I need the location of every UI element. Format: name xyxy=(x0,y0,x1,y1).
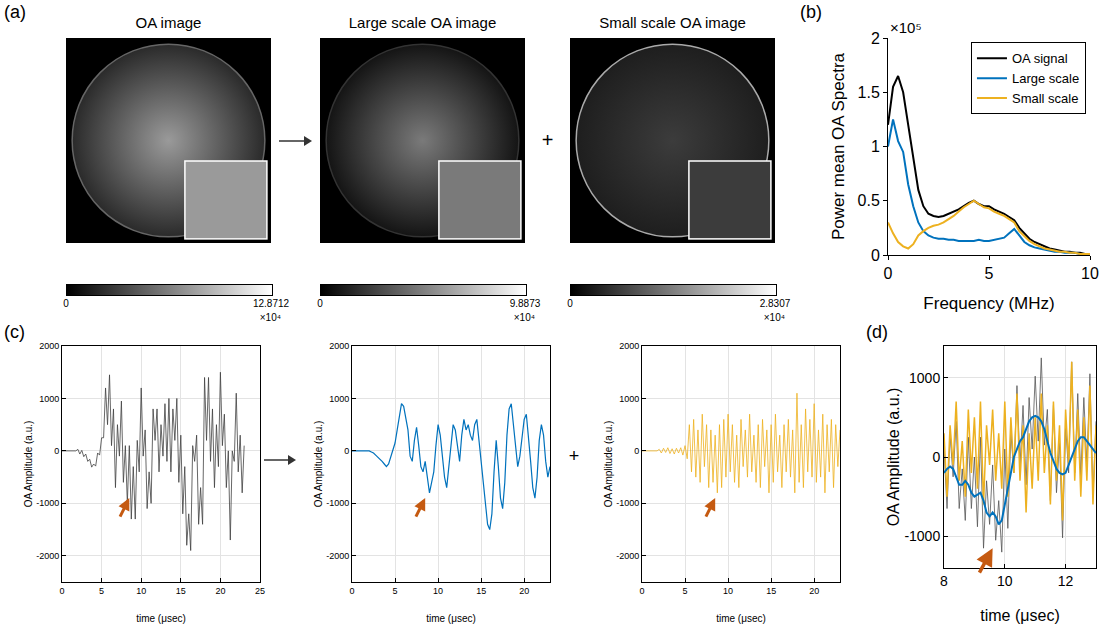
svg-text:15: 15 xyxy=(176,586,186,596)
html-text:0: 0 xyxy=(567,298,573,309)
html-text:2.8307: 2.8307 xyxy=(759,298,791,309)
svg-text:0: 0 xyxy=(634,446,639,456)
svg-text:15: 15 xyxy=(476,586,486,596)
svg-text:0: 0 xyxy=(639,586,644,596)
svg-text:-1000: -1000 xyxy=(904,528,940,544)
svg-text:20: 20 xyxy=(519,586,529,596)
svg-text:1000: 1000 xyxy=(619,394,639,404)
svg-text:-2000: -2000 xyxy=(616,551,639,561)
svg-text:1: 1 xyxy=(871,138,880,155)
svg-text:10: 10 xyxy=(723,586,733,596)
svg-text:15: 15 xyxy=(766,586,776,596)
svg-text:5: 5 xyxy=(683,586,688,596)
svg-text:0: 0 xyxy=(54,446,59,456)
html-text:×10⁴: ×10⁴ xyxy=(763,312,785,323)
html-text:0: 0 xyxy=(317,298,323,309)
svg-text:20: 20 xyxy=(215,586,225,596)
svg-text:5: 5 xyxy=(393,586,398,596)
svg-text:2000: 2000 xyxy=(619,341,639,351)
svg-text:0.5: 0.5 xyxy=(858,192,880,209)
svg-text:0: 0 xyxy=(932,449,940,465)
svg-text:-1000: -1000 xyxy=(36,498,59,508)
svg-text:Large scale: Large scale xyxy=(1012,71,1079,86)
svg-text:1000: 1000 xyxy=(909,370,940,386)
svg-text:Small scale: Small scale xyxy=(1012,91,1078,106)
html-text:(a): (a) xyxy=(4,2,26,22)
svg-text:10: 10 xyxy=(1081,265,1099,282)
svg-text:10: 10 xyxy=(997,573,1013,589)
svg-text:2: 2 xyxy=(871,30,880,47)
svg-text:time (μsec): time (μsec) xyxy=(136,613,186,624)
svg-text:OA Amplitude (a.u.): OA Amplitude (a.u.) xyxy=(603,421,614,508)
svg-text:0: 0 xyxy=(349,586,354,596)
svg-text:8: 8 xyxy=(940,573,948,589)
svg-text:0: 0 xyxy=(59,586,64,596)
html-text:×10⁴: ×10⁴ xyxy=(513,312,535,323)
html-text:×10⁴: ×10⁴ xyxy=(259,312,281,323)
svg-text:2000: 2000 xyxy=(39,341,59,351)
svg-text:OA signal: OA signal xyxy=(1012,51,1068,66)
svg-text:-1000: -1000 xyxy=(616,498,639,508)
svg-text:10: 10 xyxy=(433,586,443,596)
svg-text:time (μsec): time (μsec) xyxy=(980,607,1059,624)
html-text:OA image: OA image xyxy=(135,14,202,31)
svg-text:Frequency (MHz): Frequency (MHz) xyxy=(923,294,1054,313)
html-text:12.8712: 12.8712 xyxy=(252,298,290,309)
svg-text:1000: 1000 xyxy=(39,394,59,404)
html-text:9.8873: 9.8873 xyxy=(509,298,541,309)
svg-text:OA Amplitude (a.u.): OA Amplitude (a.u.) xyxy=(23,421,34,508)
svg-text:time (μsec): time (μsec) xyxy=(716,613,766,624)
svg-text:2000: 2000 xyxy=(329,341,349,351)
svg-text:1.5: 1.5 xyxy=(858,84,880,101)
html-text:(b): (b) xyxy=(800,2,822,22)
html-text:0: 0 xyxy=(63,298,69,309)
svg-text:0: 0 xyxy=(344,446,349,456)
svg-text:10: 10 xyxy=(136,586,146,596)
svg-text:0: 0 xyxy=(871,247,880,264)
svg-text:0: 0 xyxy=(884,265,893,282)
svg-text:time (μsec): time (μsec) xyxy=(426,613,476,624)
svg-text:-1000: -1000 xyxy=(326,498,349,508)
html-text:Large scale OA image: Large scale OA image xyxy=(348,14,497,31)
svg-text:5: 5 xyxy=(99,586,104,596)
svg-text:20: 20 xyxy=(809,586,819,596)
svg-text:OA Amplitude (a.u.): OA Amplitude (a.u.) xyxy=(313,421,324,508)
svg-text:OA Amplitude (a.u.): OA Amplitude (a.u.) xyxy=(885,388,902,527)
svg-text:×10⁵: ×10⁵ xyxy=(890,19,922,36)
svg-text:5: 5 xyxy=(985,265,994,282)
svg-text:12: 12 xyxy=(1058,573,1074,589)
svg-text:1000: 1000 xyxy=(329,394,349,404)
html-text:(d): (d) xyxy=(866,322,888,342)
html-text:(c): (c) xyxy=(4,322,25,342)
svg-text:Power mean OA Spectra: Power mean OA Spectra xyxy=(829,52,848,240)
svg-text:25: 25 xyxy=(255,586,265,596)
svg-text:-2000: -2000 xyxy=(36,551,59,561)
svg-text:-2000: -2000 xyxy=(326,551,349,561)
html-text:Small scale OA image: Small scale OA image xyxy=(599,14,746,31)
